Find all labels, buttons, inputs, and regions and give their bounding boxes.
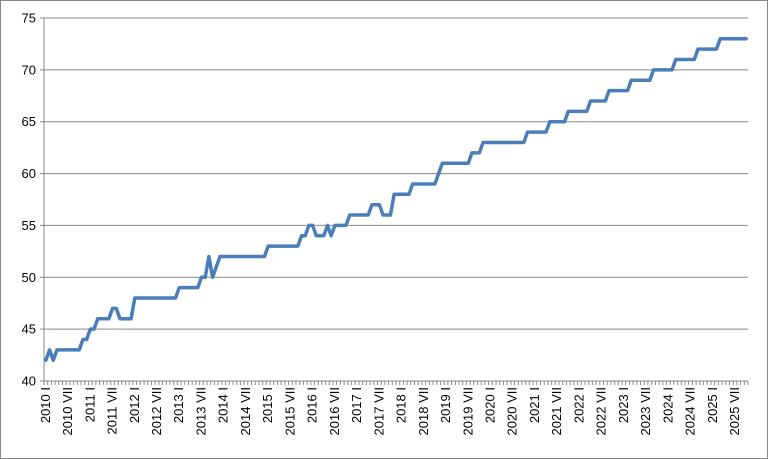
y-tick-label: 75 <box>22 11 36 26</box>
x-tick-label: 2021 I <box>527 387 542 423</box>
x-tick-label: 2024 VII <box>683 387 698 435</box>
x-tick-label: 2010 I <box>38 387 53 423</box>
x-tick-label: 2024 I <box>660 387 675 423</box>
data-line <box>44 36 748 363</box>
x-tick-label: 2023 I <box>616 387 631 423</box>
y-tick-label: 70 <box>22 62 36 77</box>
x-tick-label: 2018 VII <box>416 387 431 435</box>
x-tick-label: 2014 I <box>216 387 231 423</box>
y-tick-label: 40 <box>22 374 36 389</box>
x-tick-label: 2013 VII <box>193 387 208 435</box>
x-tick-label: 2012 VII <box>149 387 164 435</box>
x-tick-label: 2017 VII <box>371 387 386 435</box>
x-tick-label: 2011 I <box>82 387 97 422</box>
x-tick-label: 2022 VII <box>594 387 609 435</box>
x-tick-label: 2016 VII <box>327 387 342 435</box>
x-tick-label: 2012 I <box>127 387 142 423</box>
x-tick-label: 2020 VII <box>505 387 520 435</box>
x-tick-label: 2022 I <box>571 387 586 423</box>
x-tick-label: 2018 I <box>394 387 409 423</box>
x-tick-label: 2023 VII <box>638 387 653 435</box>
x-tick-label: 2019 I <box>438 387 453 423</box>
x-tick-label: 2019 VII <box>460 387 475 435</box>
y-tick-label: 45 <box>22 322 36 337</box>
y-tick-label: 65 <box>22 114 36 129</box>
y-tick-label: 60 <box>22 166 36 181</box>
x-tick-label: 2011 VII <box>105 387 120 434</box>
x-tick-label: 2020 I <box>482 387 497 423</box>
x-tick-label: 2025 VII <box>727 387 742 435</box>
x-tick-label: 2016 I <box>305 387 320 423</box>
x-tick-label: 2013 I <box>171 387 186 423</box>
x-tick-label: 2015 VII <box>282 387 297 435</box>
x-tick-label: 2010 VII <box>60 387 75 435</box>
x-tick-label: 2015 I <box>260 387 275 423</box>
x-tick-label: 2017 I <box>349 387 364 423</box>
x-tick-label: 2025 I <box>705 387 720 423</box>
y-tick-label: 50 <box>22 270 36 285</box>
y-tick-label: 55 <box>22 218 36 233</box>
x-tick-label: 2021 VII <box>549 387 564 435</box>
x-tick-label: 2014 VII <box>238 387 253 435</box>
